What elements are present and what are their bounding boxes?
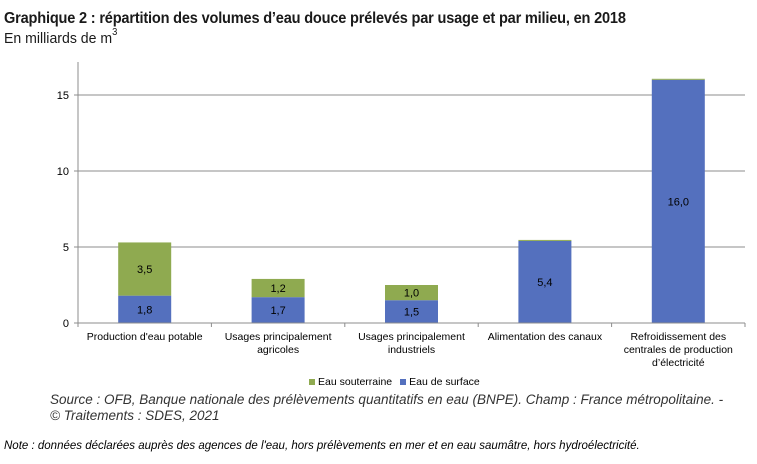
subtitle-superscript: 3 <box>112 27 118 38</box>
source-line-2: © Traitements : SDES, 2021 <box>50 408 220 423</box>
x-tick-label: d’électricité <box>652 357 705 369</box>
bar-eau-de-surface <box>385 300 438 323</box>
stacked-bar-chart: 0 5 10 15 1,8 1,7 1,5 5,4 16,0 3,5 1,2 1,0 Product… <box>57 62 746 369</box>
source-text: Source : OFB, Banque nationale des prélè… <box>50 392 723 424</box>
y-tick-label: 0 <box>63 318 69 330</box>
y-axis: 0 5 10 15 <box>57 62 79 330</box>
data-label: 1,2 <box>270 283 285 295</box>
x-tick-label: agricoles <box>257 344 299 356</box>
bar-eau-de-surface <box>518 240 572 323</box>
data-label: 1,5 <box>404 307 419 319</box>
x-tick-label: Usages principalement <box>225 331 332 343</box>
legend: Eau souterraine Eau de surface <box>309 376 480 388</box>
chart-title: Graphique 2 : répartition des volumes d’… <box>4 10 626 27</box>
x-tick-label: Usages principalement <box>358 331 465 343</box>
bar-eau-souterraine <box>385 285 438 301</box>
legend-item-eau-souterraine: Eau souterraine <box>309 376 392 388</box>
subtitle-text: En milliards de m <box>4 30 113 47</box>
note-text: Note : données déclarées auprès des agen… <box>4 440 640 452</box>
data-label: 1,8 <box>137 304 152 316</box>
legend-label: Eau souterraine <box>318 376 393 388</box>
legend-swatch-green <box>309 379 315 385</box>
bar-eau-souterraine <box>651 78 705 80</box>
x-tick-label: Production d'eau potable <box>87 331 203 343</box>
data-label: 1,0 <box>404 288 419 300</box>
y-tick-label: 5 <box>63 242 69 254</box>
bar-eau-de-surface <box>251 297 305 323</box>
x-axis: Production d'eau potable Usages principal… <box>77 322 746 369</box>
legend-item-eau-de-surface: Eau de surface <box>400 376 480 388</box>
bar-eau-souterraine <box>118 242 172 296</box>
x-tick-label: Alimentation des canaux <box>488 331 603 343</box>
legend-label: Eau de surface <box>409 376 480 388</box>
y-tick-label: 10 <box>57 166 69 178</box>
data-label: 3,5 <box>137 264 152 276</box>
bars: 1,8 1,7 1,5 5,4 16,0 3,5 1,2 1,0 <box>118 78 705 323</box>
data-label: 16,0 <box>668 196 689 208</box>
x-tick-label: industriels <box>388 344 435 356</box>
data-label: 1,7 <box>270 305 285 317</box>
bar-eau-souterraine <box>518 239 572 241</box>
data-label: 5,4 <box>537 277 552 289</box>
legend-swatch-blue <box>400 379 407 385</box>
chart-subtitle: En milliards de m3 <box>4 27 118 47</box>
x-tick-label: Refroidissement des <box>630 331 726 343</box>
bar-eau-de-surface <box>651 79 705 323</box>
x-tick-label: centrales de production <box>624 344 733 356</box>
bar-eau-souterraine <box>251 278 305 298</box>
gridlines <box>78 94 745 248</box>
y-tick-label: 15 <box>57 90 69 102</box>
source-line-1: Source : OFB, Banque nationale des prélè… <box>50 392 724 407</box>
bar-eau-de-surface <box>118 295 172 323</box>
